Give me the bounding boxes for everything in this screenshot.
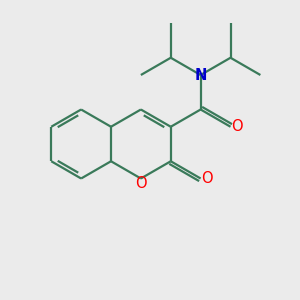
- Text: N: N: [194, 68, 207, 82]
- Text: O: O: [231, 119, 243, 134]
- Text: O: O: [201, 171, 213, 186]
- Text: O: O: [135, 176, 147, 191]
